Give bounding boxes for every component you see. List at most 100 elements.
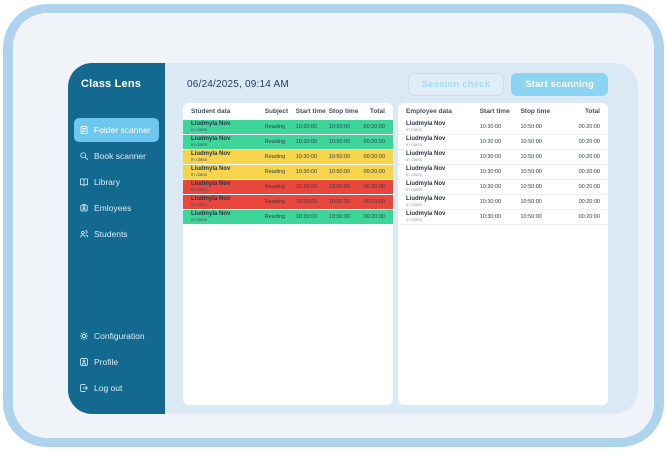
- subject-cell: Reading: [264, 169, 286, 175]
- total-cell: 00:20:00: [578, 214, 600, 220]
- start-time-cell: 10:30:00: [295, 199, 318, 205]
- person-status: in class: [191, 202, 207, 208]
- student-table-row[interactable]: Liudmyla Nov in class Reading 10:30:00 10:50…: [183, 210, 393, 225]
- student-table-row[interactable]: Liudmyla Nov in class Reading 10:30:00 10:50…: [183, 195, 393, 210]
- sidebar-item-library[interactable]: Library: [74, 170, 159, 194]
- sidebar-nav: Folder scanner Book scanner Library Emloyee…: [68, 117, 165, 247]
- book-scan-icon: [79, 151, 89, 161]
- student-table-row[interactable]: Liudmyla Nov in class Reading 10:30:00 10:50…: [183, 120, 393, 135]
- sidebar-item-folder-scanner[interactable]: Folder scanner: [74, 118, 159, 142]
- person-cell: Liudmyla Nov in class: [191, 121, 265, 133]
- person-status: in class: [191, 172, 207, 178]
- person-status: in class: [191, 217, 207, 223]
- employee-table-row[interactable]: Liudmyla Nov in class 10:30:00 10:50:00 00:2…: [398, 120, 608, 135]
- stop-time-cell: 10:50:00: [328, 154, 351, 160]
- total-cell: 00:20:00: [363, 154, 385, 160]
- employee-table-row[interactable]: Liudmyla Nov in class 10:30:00 10:50:00 00:2…: [398, 135, 608, 150]
- start-time-cell: 10:30:00: [295, 124, 318, 130]
- employee-table-row[interactable]: Liudmyla Nov in class 10:30:00 10:50:00 00:2…: [398, 180, 608, 195]
- student-table-row[interactable]: Liudmyla Nov in class Reading 10:30:00 10:50…: [183, 180, 393, 195]
- sidebar-item-configuration[interactable]: Configuration: [74, 324, 159, 348]
- total-cell: 00:20:00: [363, 199, 385, 205]
- sidebar-item-profile[interactable]: Profile: [74, 350, 159, 374]
- start-time-cell: 10:30:00: [479, 214, 502, 220]
- column-header: Student data: [191, 108, 231, 115]
- app-panel: Class Lens Folder scanner Book scanner Lib…: [68, 63, 638, 414]
- session-check-button[interactable]: Session check: [407, 72, 505, 96]
- employee-table-row[interactable]: Liudmyla Nov in class 10:30:00 10:50:00 00:2…: [398, 210, 608, 225]
- main-content: 06/24/2025, 09:14 AM Session check Start…: [165, 63, 638, 414]
- subject-cell: Reading: [264, 214, 286, 220]
- tables-area: Student data Subject Start time Stop tim…: [165, 101, 638, 414]
- total-cell: 00:20:00: [578, 184, 600, 190]
- header-actions: Session check Start scanning: [407, 72, 608, 96]
- total-cell: 00:20:00: [363, 214, 385, 220]
- person-cell: Liudmyla Nov in class: [406, 166, 480, 178]
- subject-cell: Reading: [264, 124, 286, 130]
- total-cell: 00:20:00: [578, 124, 600, 130]
- sidebar-item-label: Profile: [94, 357, 119, 367]
- stop-time-cell: 10:50:00: [328, 214, 351, 220]
- student-table-row[interactable]: Liudmyla Nov in class Reading 10:30:00 10:50…: [183, 150, 393, 165]
- column-header: Start time: [295, 108, 326, 115]
- person-status: in class: [406, 157, 422, 163]
- stop-time-cell: 10:50:00: [328, 199, 351, 205]
- student-table-header: Student data Subject Start time Stop tim…: [183, 103, 393, 120]
- person-status: in class: [406, 187, 422, 193]
- column-header: Start time: [479, 108, 510, 115]
- total-cell: 00:20:00: [578, 169, 600, 175]
- employees-icon: [79, 203, 89, 213]
- sidebar-item-label: Log out: [94, 383, 123, 393]
- sidebar: Class Lens Folder scanner Book scanner Lib…: [68, 63, 165, 414]
- column-header: Total: [584, 108, 600, 115]
- person-status: in class: [406, 172, 422, 178]
- person-cell: Liudmyla Nov in class: [406, 136, 480, 148]
- employee-table-row[interactable]: Liudmyla Nov in class 10:30:00 10:50:00 00:2…: [398, 165, 608, 180]
- start-time-cell: 10:30:00: [479, 124, 502, 130]
- person-status: in class: [191, 187, 207, 193]
- employee-table-header: Employee data Start time Stop time Total: [398, 103, 608, 120]
- person-name: Liudmyla Nov: [406, 195, 446, 202]
- total-cell: 00:20:00: [363, 169, 385, 175]
- sidebar-item-label: Configuration: [94, 331, 145, 341]
- employee-table-row[interactable]: Liudmyla Nov in class 10:30:00 10:50:00 00:2…: [398, 195, 608, 210]
- person-cell: Liudmyla Nov in class: [406, 196, 480, 208]
- person-status: in class: [406, 127, 422, 133]
- sidebar-item-book-scanner[interactable]: Book scanner: [74, 144, 159, 168]
- sidebar-item-students[interactable]: Students: [74, 222, 159, 246]
- student-table-row[interactable]: Liudmyla Nov in class Reading 10:30:00 10:50…: [183, 135, 393, 150]
- start-time-cell: 10:30:00: [295, 139, 318, 145]
- person-name: Liudmyla Nov: [191, 150, 231, 157]
- total-cell: 00:20:00: [578, 139, 600, 145]
- person-name: Liudmyla Nov: [191, 165, 231, 172]
- topbar: 06/24/2025, 09:14 AM Session check Start…: [165, 63, 638, 101]
- person-name: Liudmyla Nov: [406, 135, 446, 142]
- students-icon: [79, 229, 89, 239]
- student-table-body: Liudmyla Nov in class Reading 10:30:00 10:50…: [183, 120, 393, 225]
- person-name: Liudmyla Nov: [406, 210, 446, 217]
- person-status: in class: [406, 202, 422, 208]
- stop-time-cell: 10:50:00: [520, 214, 542, 220]
- stop-time-cell: 10:50:00: [520, 184, 542, 190]
- total-cell: 00:20:00: [578, 199, 600, 205]
- library-icon: [79, 177, 89, 187]
- employee-table-row[interactable]: Liudmyla Nov in class 10:30:00 10:50:00 00:2…: [398, 150, 608, 165]
- column-header: Subject: [264, 108, 289, 115]
- start-time-cell: 10:30:00: [295, 154, 318, 160]
- total-cell: 00:20:00: [363, 139, 385, 145]
- total-cell: 00:20:00: [363, 124, 385, 130]
- profile-icon: [79, 357, 89, 367]
- stop-time-cell: 10:50:00: [520, 169, 542, 175]
- person-name: Liudmyla Nov: [191, 210, 231, 217]
- column-header: Total: [369, 108, 385, 115]
- column-header: Stop time: [328, 108, 359, 115]
- start-scanning-button[interactable]: Start scanning: [511, 72, 608, 96]
- start-time-cell: 10:30:00: [295, 214, 318, 220]
- person-cell: Liudmyla Nov in class: [191, 136, 265, 148]
- student-table-row[interactable]: Liudmyla Nov in class Reading 10:30:00 10:50…: [183, 165, 393, 180]
- total-cell: 00:20:00: [363, 184, 385, 190]
- sidebar-item-log-out[interactable]: Log out: [74, 376, 159, 400]
- person-name: Liudmyla Nov: [406, 165, 446, 172]
- sidebar-item-emloyees[interactable]: Emloyees: [74, 196, 159, 220]
